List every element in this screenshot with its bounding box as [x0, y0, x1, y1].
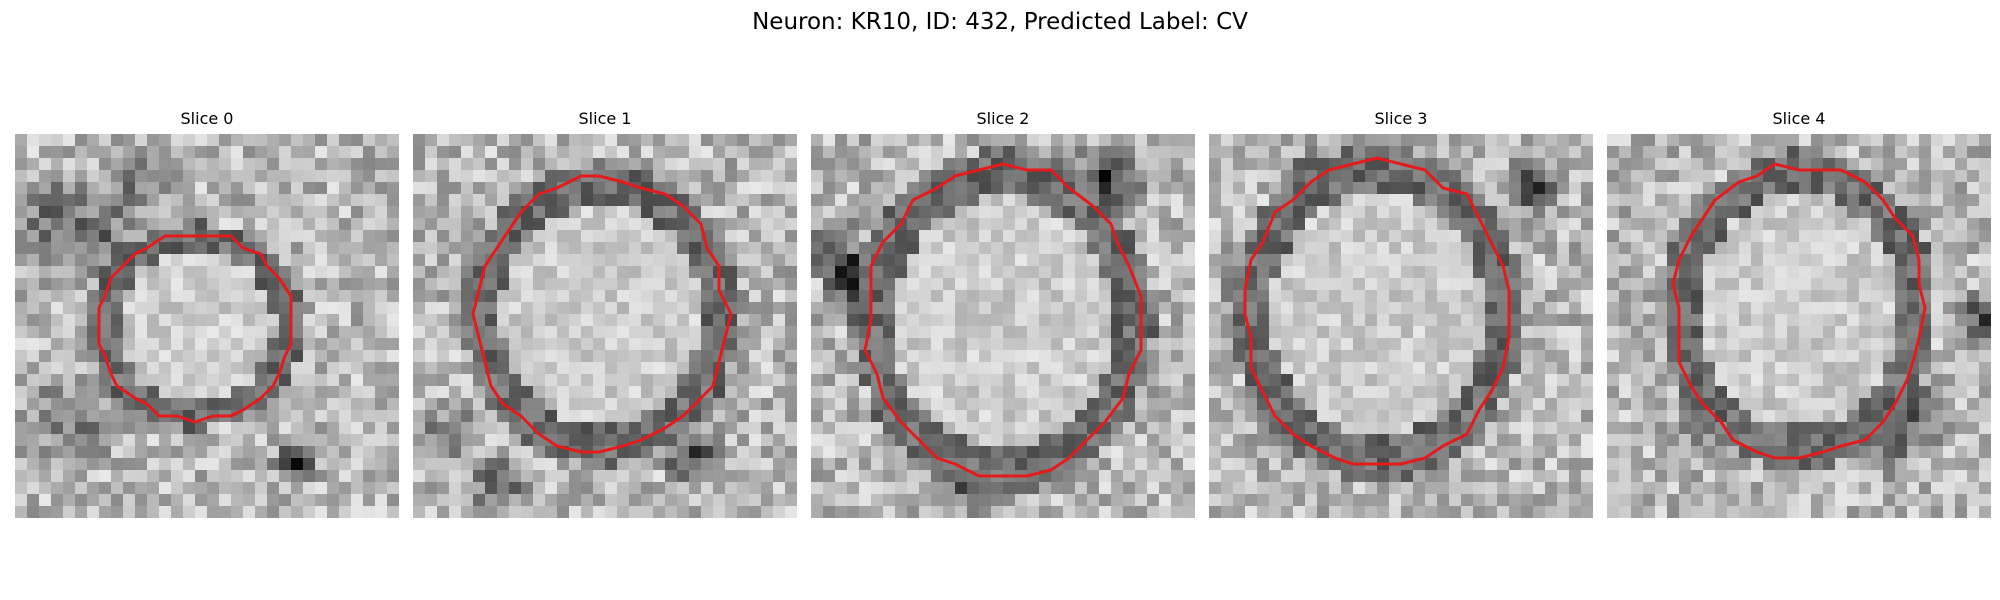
slice-0-image	[15, 134, 399, 518]
slice-4-image	[1607, 134, 1991, 518]
pixel-grid	[15, 134, 399, 518]
slice-3-micrograph	[1209, 134, 1593, 518]
segmentation-contour	[1243, 156, 1511, 466]
pixel-grid	[811, 134, 1195, 518]
slice-2-title: Slice 2	[976, 109, 1030, 128]
slice-1-title: Slice 1	[578, 109, 632, 128]
slice-4-micrograph	[1607, 134, 1991, 518]
segmentation-contour	[97, 234, 293, 424]
slice-4-title: Slice 4	[1772, 109, 1826, 128]
slice-2-image	[811, 134, 1195, 518]
pixel-grid	[413, 134, 797, 518]
segmentation-contour	[471, 174, 733, 454]
slice-3-title: Slice 3	[1374, 109, 1428, 128]
pixel-grid	[1209, 134, 1593, 518]
slice-0-micrograph	[15, 134, 399, 518]
figure-title: Neuron: KR10, ID: 432, Predicted Label: …	[752, 9, 1248, 35]
segmentation-contour	[1671, 162, 1927, 460]
slice-2-micrograph	[811, 134, 1195, 518]
slice-3-image	[1209, 134, 1593, 518]
slice-1-image	[413, 134, 797, 518]
pixel-grid	[1607, 134, 1991, 518]
slice-0-title: Slice 0	[180, 109, 234, 128]
slice-1-micrograph	[413, 134, 797, 518]
segmentation-contour	[863, 162, 1143, 478]
